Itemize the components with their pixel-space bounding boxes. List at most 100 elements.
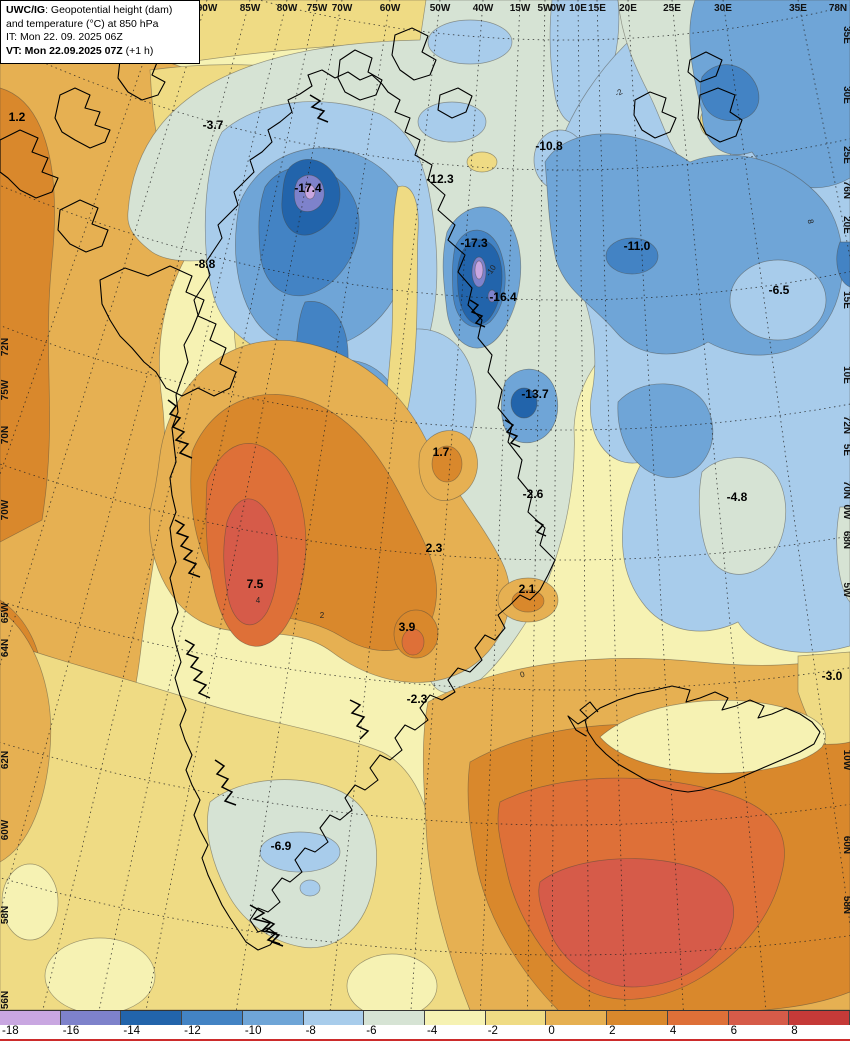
colorbar-segment [607, 1011, 668, 1025]
edge-label: 72N [0, 338, 11, 356]
temp-extremum-label: 3.9 [399, 620, 416, 634]
edge-label: 0W [841, 505, 850, 521]
temp-extremum-label: -2.6 [523, 487, 544, 501]
edge-label: 15W [510, 3, 531, 14]
colorbar-tick: -16 [62, 1025, 80, 1037]
edge-label: 58N [841, 896, 850, 914]
edge-label: 70N [841, 481, 850, 499]
colorbar-tick: 2 [609, 1025, 616, 1037]
temp-extremum-label: -3.0 [822, 669, 843, 683]
edge-label: 76N [841, 181, 850, 199]
temp-extremum-label: -16.4 [489, 290, 517, 304]
title-line-3: IT: Mon 22. 09. 2025 06Z [6, 31, 123, 44]
edge-label: 72N [841, 416, 850, 434]
colorbar-tick: -14 [123, 1025, 141, 1037]
colorbar-segment [425, 1011, 486, 1025]
edge-label: 20E [619, 3, 637, 14]
edge-label: 10E [569, 3, 587, 14]
colorbar-band [0, 1011, 850, 1025]
temp-extremum-label: -12.3 [426, 172, 454, 186]
temp-extremum-label: -2.3 [407, 692, 428, 706]
edge-label: 15E [588, 3, 606, 14]
edge-label: 35E [789, 3, 807, 14]
temp-extremum-label: -4.8 [727, 490, 748, 504]
contour-label: -2 [613, 87, 624, 99]
temperature-fill-regions [0, 0, 850, 1010]
colorbar-segment [546, 1011, 608, 1025]
temperature-colorbar: -18 -16 -14 -12 -10 -8 -6 -4 -2 0 2 4 6 8 [0, 1010, 850, 1041]
graticule-grid [0, 0, 850, 1010]
colorbar-tick: -2 [487, 1025, 498, 1037]
edge-label: 30E [714, 3, 732, 14]
colorbar-tick: -10 [244, 1025, 262, 1037]
edge-label: 5W [841, 583, 850, 599]
contour-label: 2 [320, 611, 325, 620]
edge-label: 90W [197, 3, 218, 14]
colorbar-segment [121, 1011, 183, 1025]
colorbar-segment [0, 1011, 61, 1025]
colorbar-tick: 0 [548, 1025, 555, 1037]
colorbar-tick: 4 [669, 1025, 677, 1037]
edge-label: 58N [0, 906, 11, 924]
edge-label: 65W [0, 602, 11, 623]
colorbar-tick: -6 [366, 1025, 377, 1037]
edge-label: 70W [332, 3, 353, 14]
colorbar-segment [789, 1011, 850, 1025]
colorbar-tick: -4 [427, 1025, 438, 1037]
temp-extremum-label: -17.3 [460, 236, 488, 250]
temp-extremum-label: 2.1 [519, 582, 536, 596]
edge-label: 35E [841, 26, 850, 44]
title-box: UWC/IG: Geopotential height (dam) and te… [0, 0, 200, 64]
edge-label: 85W [240, 3, 261, 14]
edge-label: 60N [841, 836, 850, 854]
colorbar-segment [728, 1011, 790, 1025]
temp-extremum-label: -11.0 [624, 239, 651, 253]
edge-label: 25E [663, 3, 681, 14]
fjord-hatching [167, 94, 547, 947]
edge-label: 62N [0, 751, 11, 769]
title-line-4: VT: Mon 22.09.2025 07Z (+1 h) [6, 44, 154, 57]
temp-extremum-label: -17.4 [294, 181, 322, 195]
colorbar-segment [60, 1011, 122, 1025]
edge-label: 78N [829, 3, 847, 14]
temp-extremum-label: 1.2 [9, 110, 26, 124]
colorbar-segment [485, 1011, 547, 1025]
edge-label: 15E [841, 291, 850, 309]
title-line-2: and temperature (°C) at 850 hPa [6, 17, 159, 30]
colorbar-bottom-strip [0, 1039, 850, 1041]
edge-label: 25E [841, 146, 850, 164]
edge-label: 50W [430, 3, 451, 14]
edge-label: 75W [307, 3, 328, 14]
colorbar-segment [303, 1011, 365, 1025]
edge-label: 0W [551, 3, 567, 14]
temp-extremum-label: 1.7 [433, 445, 450, 459]
contour-label: 0 [519, 670, 526, 680]
edge-label: 60W [380, 3, 401, 14]
temp-extremum-label: 7.5 [247, 577, 264, 591]
contour-label: 8 [806, 219, 816, 225]
colorbar-tick: -18 [2, 1025, 19, 1037]
temp-extremum-label: -6.9 [271, 839, 292, 853]
edge-label: 60W [0, 819, 11, 840]
temp-extremum-label: -13.7 [521, 387, 549, 401]
edge-label: 5E [841, 444, 850, 457]
colorbar-segment [364, 1011, 426, 1025]
colorbar-tick: -8 [305, 1025, 316, 1037]
contour-label: 4 [256, 596, 261, 605]
edge-label: 80W [277, 3, 298, 14]
edge-label: 64N [0, 639, 11, 657]
edge-label: 70N [0, 426, 11, 444]
temp-extremum-label: -6.5 [769, 283, 790, 297]
edge-label: 10W [841, 750, 850, 771]
title-line-1: UWC/IG: Geopotential height (dam) [6, 4, 173, 16]
colorbar-tick: -12 [184, 1025, 201, 1037]
edge-label: 10E [841, 366, 850, 384]
colorbar-tick: 6 [730, 1025, 737, 1037]
edge-label: 56N [0, 991, 11, 1009]
colorbar-tick-labels: -18 -16 -14 -12 -10 -8 -6 -4 -2 0 2 4 6 8 [0, 1025, 850, 1039]
temp-extremum-label: -3.7 [203, 118, 224, 132]
colorbar-segment [667, 1011, 729, 1025]
edge-label: 75W [0, 379, 11, 400]
